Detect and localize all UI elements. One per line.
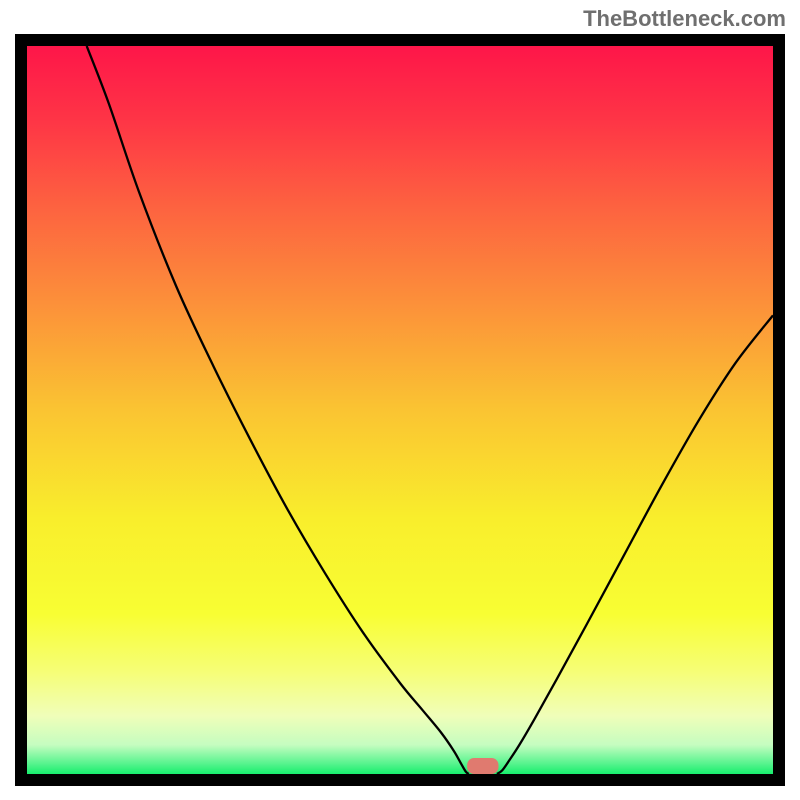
chart-svg xyxy=(0,0,800,800)
target-marker xyxy=(467,758,498,774)
chart-container: TheBottleneck.com xyxy=(0,0,800,800)
plot-background xyxy=(27,46,773,774)
watermark-text: TheBottleneck.com xyxy=(583,6,786,32)
